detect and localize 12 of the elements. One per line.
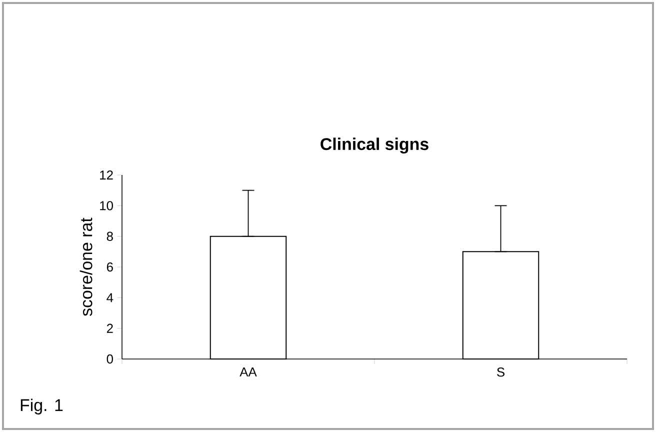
y-tick-label: 0 <box>106 354 114 364</box>
y-tick-label: 2 <box>106 324 113 333</box>
chart-title: Clinical signs <box>320 138 428 154</box>
y-tick-label: 12 <box>100 170 113 180</box>
x-tick-label: AA <box>240 368 257 376</box>
y-tick-label: 8 <box>106 232 113 241</box>
y-tick-label: 4 <box>106 293 114 302</box>
x-tick-label: S <box>497 368 504 377</box>
caption: Fig. 1 <box>20 398 63 414</box>
y-tick-label: 10 <box>100 201 113 210</box>
y-axis-title: score/one rat <box>80 218 92 316</box>
y-tick-label: 6 <box>106 262 113 272</box>
